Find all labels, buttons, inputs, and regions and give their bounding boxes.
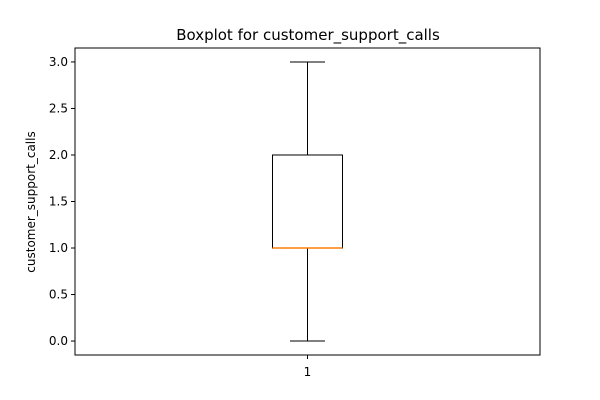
y-tick-label: 2.5	[49, 101, 68, 115]
y-tick-label: 3.0	[49, 55, 68, 69]
y-tick-label: 1.5	[49, 195, 68, 209]
y-tick-label: 0.5	[49, 288, 68, 302]
axes-frame	[74, 47, 541, 356]
chart-title: Boxplot for customer_support_calls	[176, 26, 440, 45]
y-axis-label: customer_support_calls	[24, 131, 38, 272]
x-tick-label: 1	[304, 365, 312, 379]
y-tick-label: 0.0	[49, 334, 68, 348]
plot-area: 0.0 0.5 1.0 1.5 2.0 2.5 3.0 1	[49, 55, 343, 379]
iqr-box	[272, 154, 343, 249]
y-tick-label: 1.0	[49, 241, 68, 255]
y-tick-label: 2.0	[49, 148, 68, 162]
